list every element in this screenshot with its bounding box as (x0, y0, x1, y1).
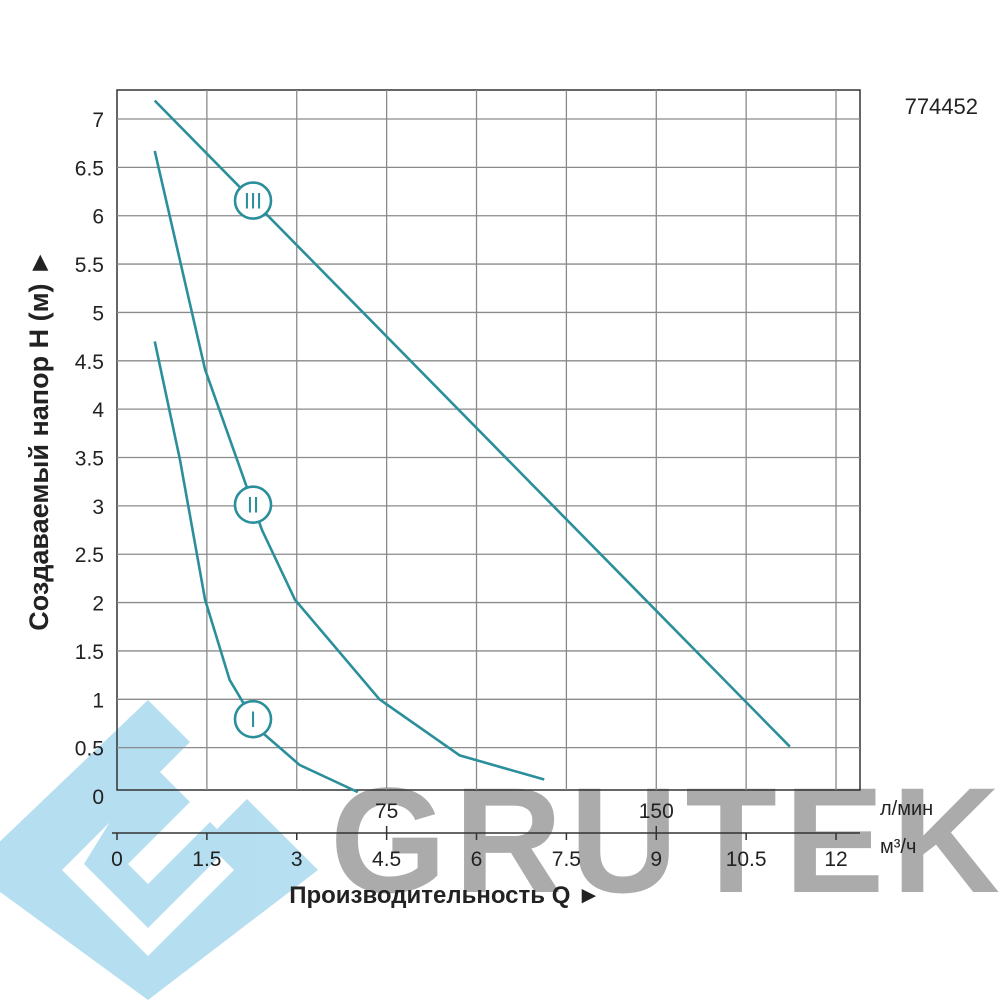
curve (153, 150, 545, 781)
x-tick-label: 0 (111, 848, 123, 871)
y-tick-label: 3 (92, 496, 104, 519)
x-tick-label: 12 (824, 848, 847, 871)
y-tick-label: 2.5 (75, 544, 104, 567)
y-tick-label: 2 (92, 593, 104, 616)
code: 774452 (905, 94, 978, 119)
y-tick-label: 5.5 (75, 254, 104, 277)
curve-label-circle (233, 485, 273, 524)
x2-tick-label: 75 (375, 800, 398, 823)
logo (0, 700, 318, 1000)
curve-label: I (250, 707, 256, 732)
x-tick-label: 3 (291, 848, 303, 871)
x-tick-label: 10.5 (726, 848, 767, 871)
curve-label-circle (233, 699, 273, 739)
x-tick-label: 6 (471, 848, 483, 871)
x-unit: м³/ч (880, 836, 916, 858)
x-tick-label: 7.5 (552, 848, 581, 871)
y-tick-label: 7 (92, 109, 104, 132)
y-tick-label: 5 (92, 302, 104, 325)
x-tick-label: 4.5 (372, 848, 401, 871)
plot: 0 0.5 1 1.5 2 2.5 3 3.5 4 4.5 5 5.5 6 6.5 7 0 1.5 3 4.5 6 7.… (75, 89, 861, 871)
y-tick-label: 6 (92, 206, 104, 229)
y-tick-label: 1 (92, 689, 104, 712)
curve (153, 341, 359, 794)
y-tick-label: 4.5 (75, 351, 104, 374)
x2-unit: л/мин (880, 798, 933, 820)
logo-shape (84, 760, 232, 928)
y-axis-title: Создаваемый напор H (м) ► (24, 249, 54, 631)
x-tick-label: 1.5 (192, 848, 221, 871)
x-axis-title: Производительность Q ► (289, 882, 601, 909)
plot-frame (116, 89, 861, 791)
y-tick-label: 4 (92, 399, 104, 422)
curve-label: III (244, 189, 262, 214)
x-tick-label: 9 (650, 848, 662, 871)
y-tick-label: 6.5 (75, 157, 104, 180)
logo-shape (0, 700, 318, 1000)
y-tick-label: 3.5 (75, 448, 104, 471)
curve-label: II (247, 493, 259, 518)
curve-label-circle (233, 181, 273, 220)
y-tick-label: 0 (92, 786, 104, 809)
x2-tick-label: 150 (639, 800, 674, 823)
y-tick-label: 0.5 (75, 738, 104, 761)
y-tick-label: 1.5 (75, 641, 104, 664)
